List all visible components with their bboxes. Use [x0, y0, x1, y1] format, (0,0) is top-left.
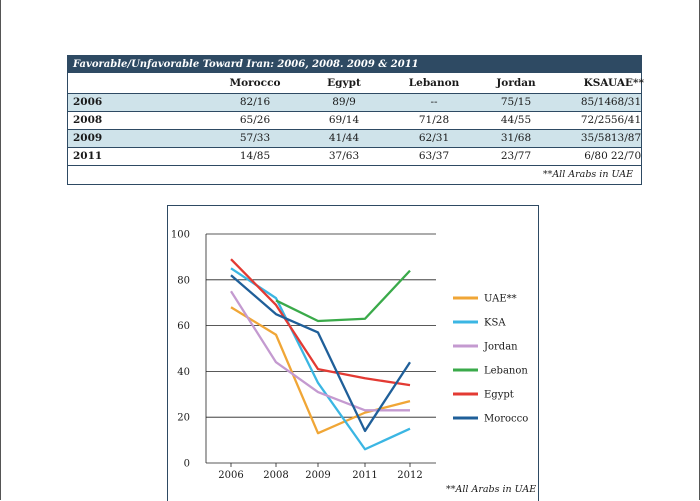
table-cell: 41/44	[328, 132, 360, 144]
y-tick-label: 100	[171, 230, 190, 241]
table-cell: 44/55	[500, 114, 532, 126]
column-header: Jordan	[496, 77, 536, 89]
column-header: Lebanon	[408, 77, 460, 89]
row-year: 2009	[73, 132, 103, 144]
table-cell: 82/16	[239, 96, 271, 108]
column-header: KSA	[583, 77, 609, 89]
table-cell: 68/31	[610, 96, 642, 108]
x-tick-label: 2012	[397, 470, 422, 481]
column-header: UAE**	[608, 77, 644, 89]
x-tick-label: 2009	[305, 470, 330, 481]
table-cell: 14/85	[239, 150, 271, 162]
table-cell: 13/87	[610, 132, 642, 144]
column-header: Egypt	[327, 77, 361, 89]
table-cell: 35/58	[580, 132, 612, 144]
legend-label-ksa: KSA	[484, 318, 506, 329]
table-cell: 89/9	[332, 96, 356, 108]
table-cell: 23/77	[500, 150, 532, 162]
favorability-table: Favorable/Unfavorable Toward Iran: 2006,…	[67, 55, 644, 185]
chart-footnote: **All Arabs in UAE	[446, 484, 537, 495]
line-chart: 0 20 40 60 80 100 2006 2008 2009 2011 2012 UAE** KSA…	[171, 230, 528, 482]
table-title: Favorable/Unfavorable Toward Iran: 2006,…	[68, 56, 641, 73]
table-cell: 62/31	[418, 132, 450, 144]
y-tick-label: 0	[184, 459, 190, 470]
legend-label-egypt: Egypt	[484, 390, 514, 401]
row-year: 2006	[73, 96, 103, 108]
y-tick-label: 60	[177, 321, 190, 332]
series-line-lebanon	[275, 269, 411, 323]
y-tick-label: 40	[177, 367, 190, 378]
row-year: 2011	[73, 150, 103, 162]
line-chart-frame: 0 20 40 60 80 100 2006 2008 2009 2011 2012 UAE** KSA…	[167, 205, 539, 501]
table-cell: 37/63	[328, 150, 360, 162]
table-cell: 71/28	[418, 114, 450, 126]
row-year: 2008	[73, 114, 103, 126]
table-cell: 57/33	[239, 132, 271, 144]
series-line-morocco	[230, 274, 411, 433]
table-row: 2011 14/85 37/63 63/37 23/77 6/80 22/70	[68, 147, 641, 165]
legend-label-jordan: Jordan	[483, 342, 518, 353]
table-cell: 65/26	[239, 114, 271, 126]
table-cell: 22/70	[610, 150, 642, 162]
table-cell: 6/80	[584, 150, 608, 162]
table-cell: 56/41	[610, 114, 642, 126]
x-tick-label: 2011	[352, 470, 377, 481]
legend-label-morocco: Morocco	[484, 414, 528, 425]
y-tick-label: 20	[177, 413, 190, 424]
table-cell: 31/68	[500, 132, 532, 144]
table-cell: 63/37	[418, 150, 450, 162]
table-cell: 69/14	[328, 114, 360, 126]
legend-label-uae: UAE**	[484, 294, 517, 305]
table-row: 2008 65/26 69/14 71/28 44/55 72/25 56/41	[68, 111, 641, 129]
x-tick-label: 2006	[218, 470, 243, 481]
column-header: Morocco	[229, 77, 281, 89]
x-tick-label: 2008	[263, 470, 288, 481]
table-header-row: Morocco Egypt Lebanon Jordan KSA UAE**	[68, 73, 644, 93]
y-tick-label: 80	[177, 275, 190, 286]
table-row: 2006 82/16 89/9 -- 75/15 85/14 68/31	[68, 93, 641, 111]
table-row: 2009 57/33 41/44 62/31 31/68 35/58 13/87	[68, 129, 641, 147]
table-cell: 75/15	[500, 96, 532, 108]
table-cell: 72/25	[580, 114, 612, 126]
series-line-jordan	[230, 290, 410, 412]
series-line-egypt	[230, 258, 411, 387]
table-cell: 85/14	[580, 96, 612, 108]
table-cell: --	[430, 96, 438, 108]
table-footnote: **All Arabs in UAE	[68, 165, 641, 184]
series-line-ksa	[230, 267, 411, 451]
legend-label-lebanon: Lebanon	[484, 366, 528, 377]
